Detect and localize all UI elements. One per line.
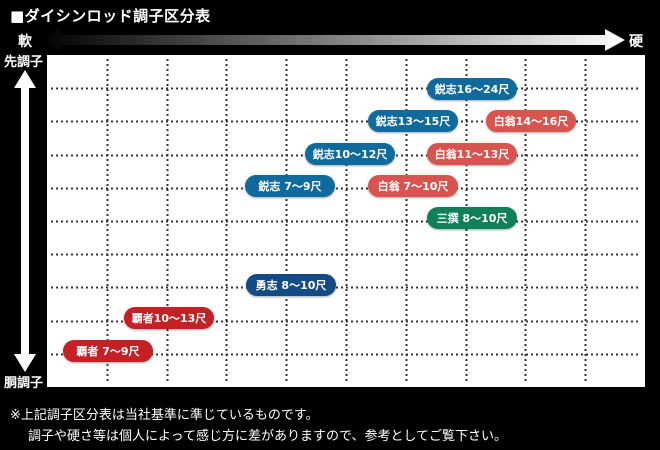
footnote-line-2: 調子や硬さ等は個人によって感じ方に差がありますので、参考としてご覧下さい。 xyxy=(28,429,508,444)
rod-hasha-7-9: 覇者 7〜9尺 xyxy=(63,340,153,362)
rod-hakuou-11-13: 白翁11〜13尺 xyxy=(427,143,517,165)
rod-sansen-8-10: 三撰 8〜10尺 xyxy=(427,207,517,229)
rod-eishi-10-12: 鋭志10〜12尺 xyxy=(305,143,395,165)
horizontal-axis-arrow xyxy=(40,29,625,51)
rod-hakuou-14-16: 白翁14〜16尺 xyxy=(486,110,576,132)
rod-eishi-7-9: 鋭志 7〜9尺 xyxy=(245,175,335,197)
grid-lines xyxy=(51,59,641,383)
page-title: ■ダイシンロッド調子区分表 xyxy=(10,7,211,25)
rod-yuushi-8-10: 勇志 8〜10尺 xyxy=(246,274,336,296)
classification-grid xyxy=(47,55,645,387)
tip-action-label: 先調子 xyxy=(4,55,44,70)
hard-label: 硬 xyxy=(629,34,643,50)
rod-eishi-16-24: 鋭志16〜24尺 xyxy=(427,78,517,100)
footnote-line-1: ※上記調子区分表は当社基準に準じているものです。 xyxy=(10,408,319,423)
rod-eishi-13-15: 鋭志13〜15尺 xyxy=(368,110,458,132)
body-action-label: 胴調子 xyxy=(4,376,44,391)
vertical-axis-arrow xyxy=(14,70,36,372)
soft-label: 軟 xyxy=(18,34,32,50)
rod-hakuou-7-10: 白翁 7〜10尺 xyxy=(368,175,458,197)
rod-hasha-10-13: 覇者10〜13尺 xyxy=(124,307,214,329)
